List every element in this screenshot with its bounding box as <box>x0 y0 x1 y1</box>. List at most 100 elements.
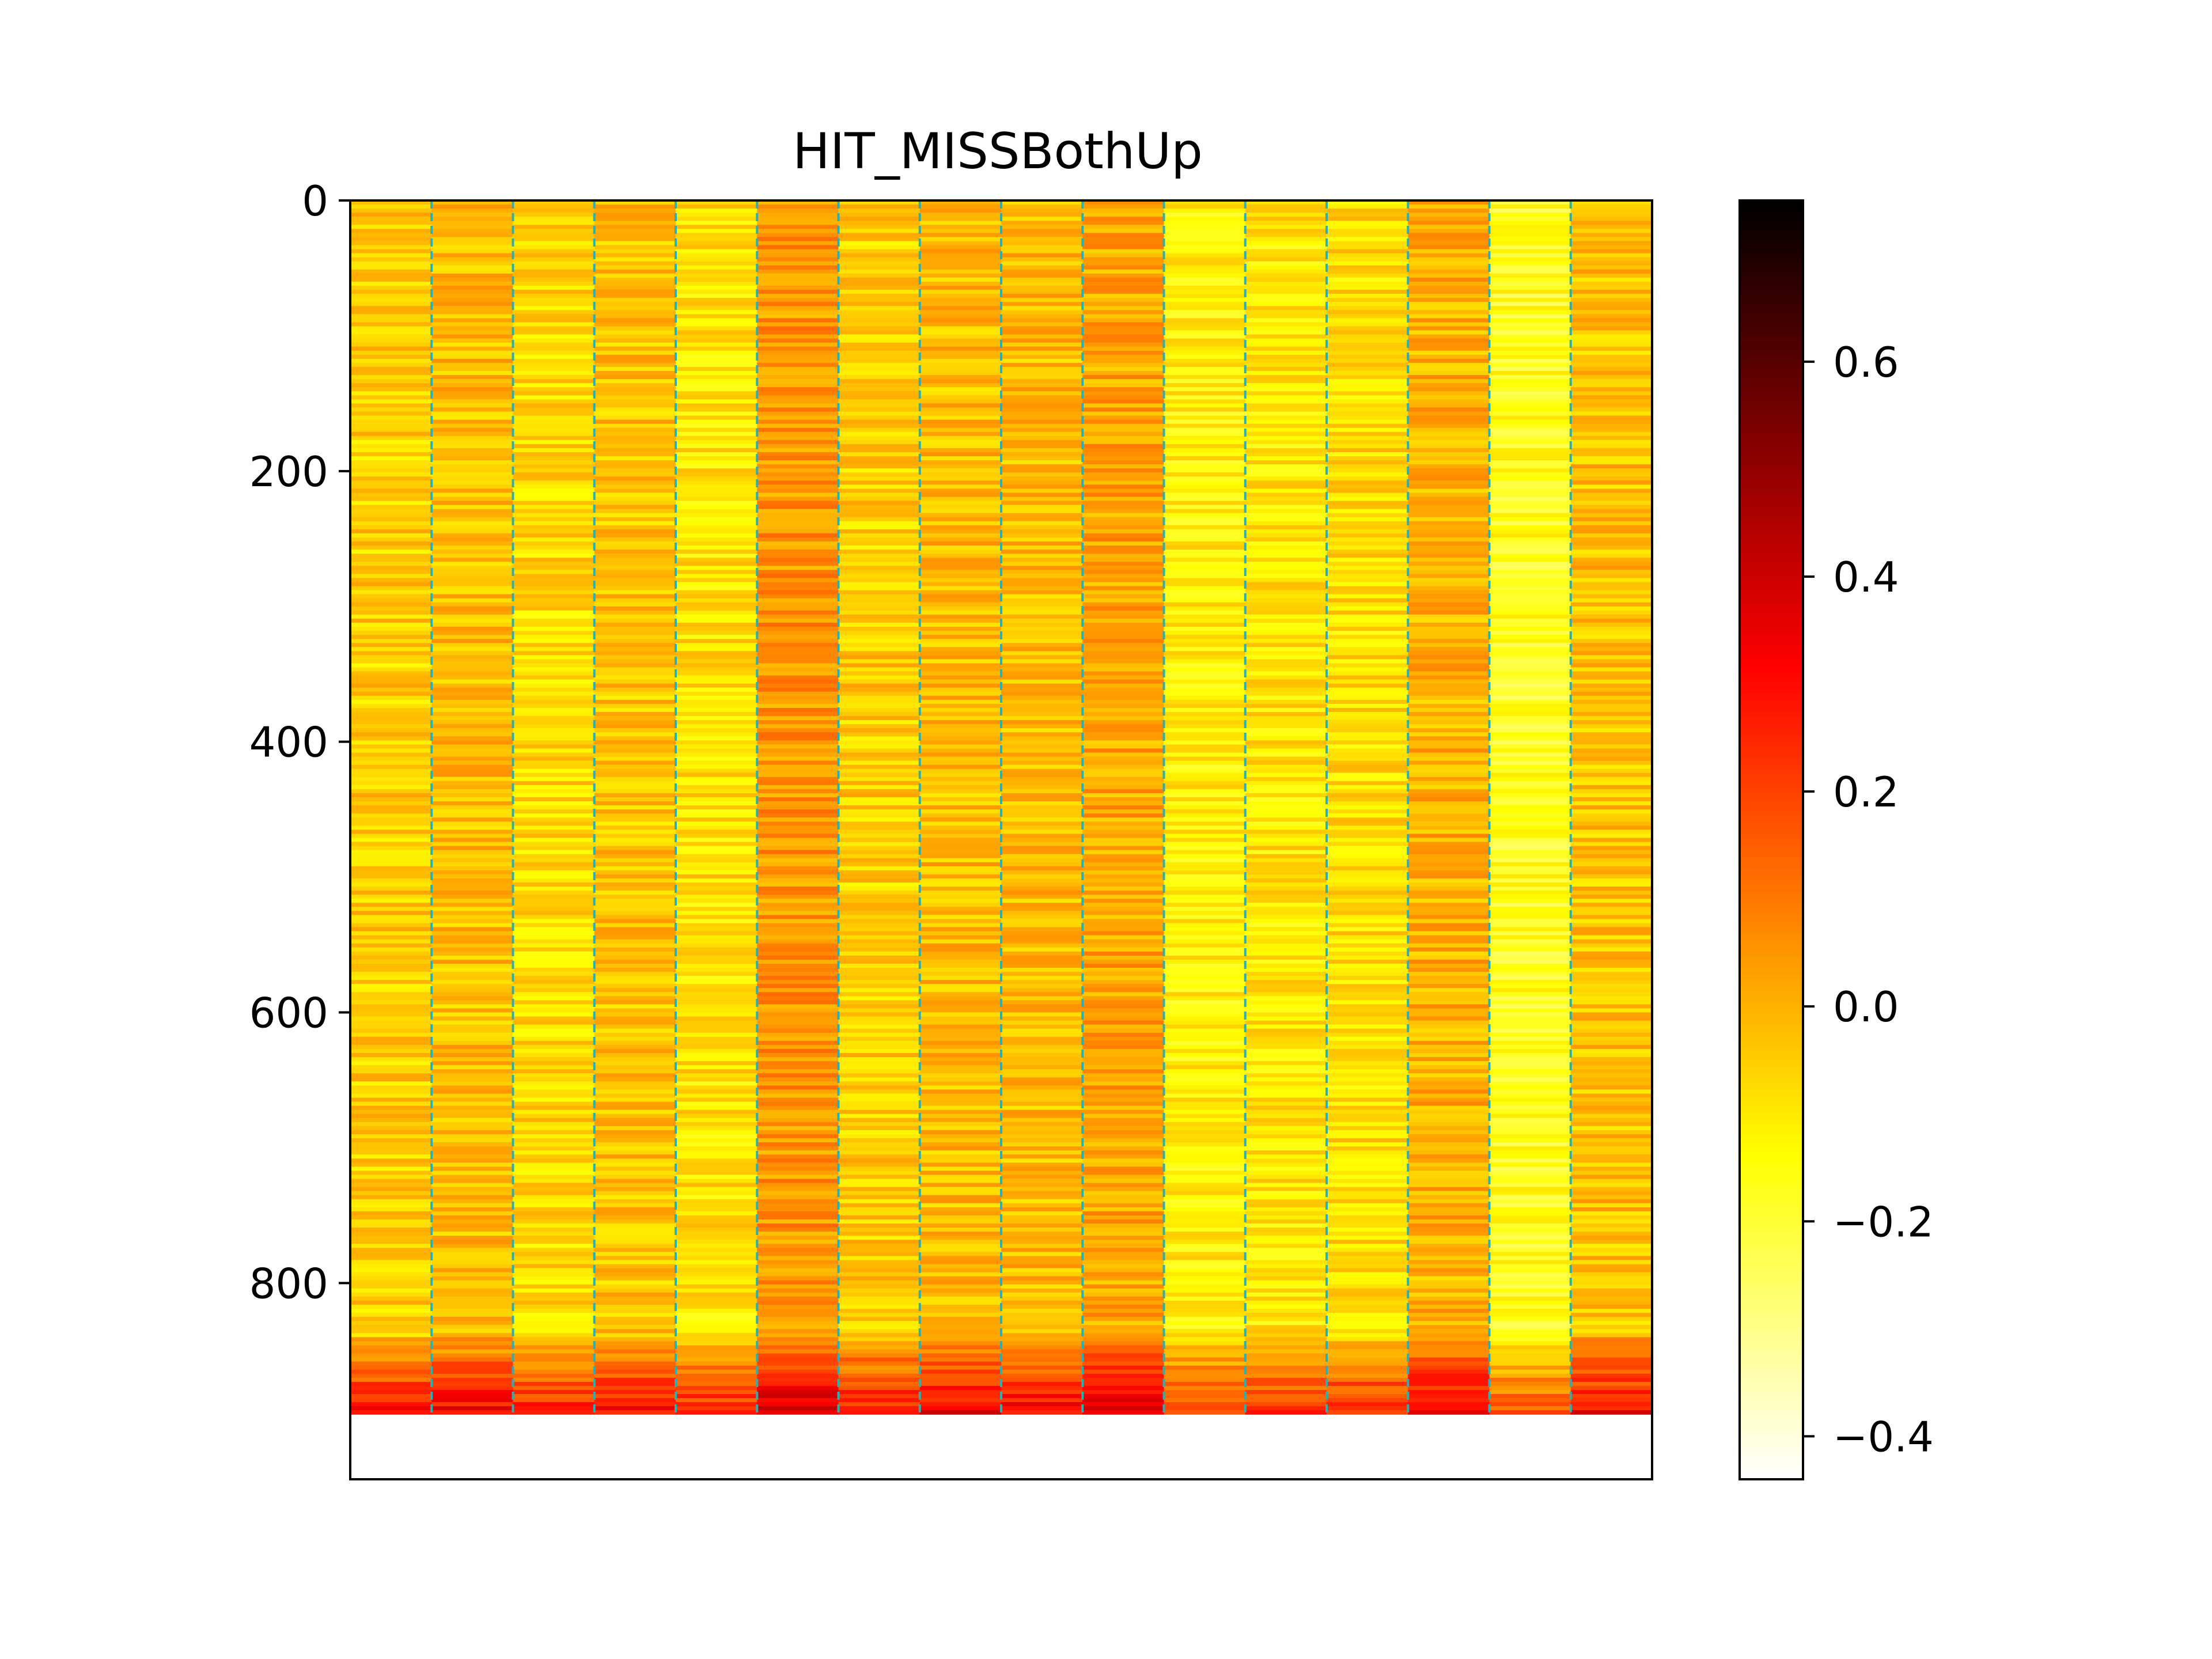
heatmap-cell <box>1327 273 1408 278</box>
heatmap-cell <box>1327 614 1408 619</box>
heatmap-cell <box>1408 789 1490 794</box>
heatmap-cell <box>1489 1012 1571 1017</box>
heatmap-cell <box>350 813 432 818</box>
heatmap-cell <box>1327 1333 1408 1338</box>
heatmap-cell <box>757 371 839 376</box>
heatmap-cell <box>1164 541 1246 546</box>
heatmap-cell <box>1164 488 1246 494</box>
heatmap-cell <box>1570 554 1653 558</box>
heatmap-cell <box>1408 546 1490 550</box>
heatmap-cell <box>1245 699 1327 704</box>
heatmap-cell <box>1001 671 1083 676</box>
colorbar-segment <box>1740 671 1803 678</box>
heatmap-cell <box>350 273 432 278</box>
heatmap-cell <box>919 1280 1002 1285</box>
heatmap-cell <box>1489 1053 1571 1058</box>
heatmap-cell <box>350 1166 432 1171</box>
heatmap-cell <box>1408 891 1490 895</box>
heatmap-cell <box>1489 1057 1571 1062</box>
colorbar-segment <box>1740 485 1803 492</box>
heatmap-cell <box>676 362 757 368</box>
heatmap-cell <box>676 1304 757 1309</box>
heatmap-cell <box>431 1004 514 1009</box>
heatmap-cell <box>513 1105 595 1111</box>
heatmap-cell <box>1570 854 1653 859</box>
heatmap-cell <box>513 562 595 566</box>
heatmap-cell <box>757 764 839 770</box>
heatmap-cell <box>757 781 839 786</box>
heatmap-cell <box>1489 931 1571 936</box>
heatmap-cell <box>676 322 757 327</box>
heatmap-cell <box>1082 484 1165 489</box>
heatmap-cell <box>1001 403 1083 408</box>
heatmap-cell <box>1408 1377 1490 1382</box>
heatmap-cell <box>919 501 1002 506</box>
heatmap-cell <box>757 1053 839 1058</box>
heatmap-cell <box>1408 732 1490 737</box>
heatmap-cell <box>1408 314 1490 319</box>
heatmap-cell <box>350 1268 432 1273</box>
heatmap-cell <box>594 830 676 835</box>
heatmap-cell <box>1082 391 1165 396</box>
heatmap-cell <box>919 907 1002 911</box>
heatmap-cell <box>919 1008 1002 1013</box>
heatmap-cell <box>1245 435 1327 441</box>
heatmap-cell <box>1570 748 1653 753</box>
heatmap-cell <box>1245 1158 1327 1163</box>
heatmap-cell <box>1164 1365 1246 1370</box>
heatmap-cell <box>431 740 514 745</box>
heatmap-cell <box>431 302 514 306</box>
heatmap-cell <box>1327 1053 1408 1058</box>
heatmap-cell <box>757 245 839 250</box>
heatmap-cell <box>1327 931 1408 936</box>
heatmap-cell <box>1327 1138 1408 1143</box>
heatmap-cell <box>1327 209 1408 213</box>
heatmap-cell <box>1082 1268 1165 1273</box>
heatmap-cell <box>513 647 595 652</box>
heatmap-cell <box>350 225 432 229</box>
heatmap-cell <box>594 935 676 940</box>
heatmap-cell <box>594 943 676 948</box>
heatmap-cell <box>1001 225 1083 229</box>
heatmap-cell <box>1001 992 1083 997</box>
heatmap-cell <box>1164 752 1246 757</box>
heatmap-cell <box>1570 318 1653 323</box>
heatmap-cell <box>1570 834 1653 839</box>
heatmap-cell <box>757 655 839 660</box>
heatmap-cell <box>513 866 595 871</box>
heatmap-cell <box>919 517 1002 522</box>
heatmap-cell <box>431 1016 514 1021</box>
heatmap-cell <box>919 842 1002 847</box>
heatmap-cell <box>1164 1089 1246 1094</box>
heatmap-cell <box>594 1224 676 1228</box>
heatmap-cell <box>1001 878 1083 883</box>
heatmap-cell <box>513 968 595 972</box>
heatmap-cell <box>676 996 757 1001</box>
heatmap-cell <box>676 801 757 806</box>
heatmap-cell <box>1327 789 1408 794</box>
heatmap-cell <box>513 261 595 266</box>
heatmap-cell <box>757 1232 839 1236</box>
heatmap-cell <box>676 1252 757 1256</box>
heatmap-cell <box>1408 760 1490 766</box>
heatmap-cell <box>1082 415 1165 421</box>
heatmap-cell <box>1327 830 1408 835</box>
heatmap-cell <box>1245 740 1327 745</box>
heatmap-cell <box>1245 744 1327 749</box>
heatmap-cell <box>513 387 595 392</box>
heatmap-cell <box>431 882 514 887</box>
heatmap-cell <box>1245 943 1327 948</box>
heatmap-cell <box>513 781 595 786</box>
heatmap-cell <box>1327 842 1408 847</box>
heatmap-cell <box>919 281 1002 286</box>
heatmap-cell <box>1164 342 1246 347</box>
heatmap-cell <box>431 1126 514 1131</box>
heatmap-cell <box>350 480 432 485</box>
heatmap-cell <box>1082 1219 1165 1224</box>
heatmap-cell <box>431 472 514 477</box>
heatmap-cell <box>838 217 921 221</box>
heatmap-cell <box>431 801 514 806</box>
heatmap-cell <box>594 789 676 794</box>
heatmap-cell <box>1327 846 1408 851</box>
heatmap-cell <box>676 1309 757 1313</box>
